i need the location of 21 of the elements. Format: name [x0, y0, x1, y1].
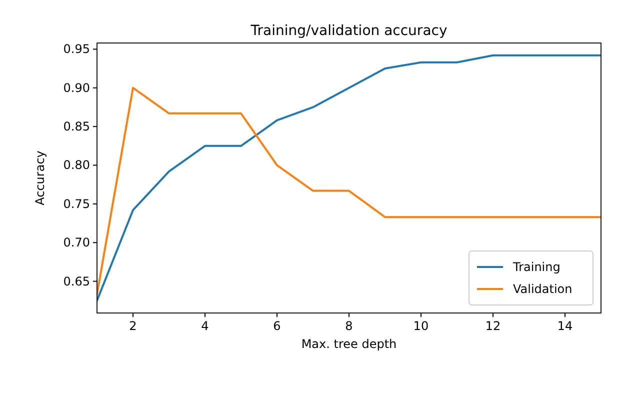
y-tick-label: 0.65: [63, 274, 90, 288]
y-tick-label: 0.70: [63, 236, 90, 250]
x-tick-label: 4: [201, 319, 209, 333]
y-tick-label: 0.75: [63, 196, 90, 211]
x-axis-title: Max. tree depth: [301, 337, 397, 351]
y-tick-label: 0.85: [63, 120, 90, 134]
chart-title: Training/validation accuracy: [250, 23, 448, 39]
line-series: [97, 54, 601, 302]
legend-label: Training: [512, 260, 560, 274]
x-tick-label: 2: [129, 319, 137, 333]
x-tick-label: 6: [273, 319, 281, 333]
y-tick-label: 0.80: [63, 158, 90, 172]
y-tick-label: 0.90: [63, 80, 90, 95]
x-tick-label: 14: [557, 319, 573, 333]
y-tick-label: 0.95: [63, 42, 90, 56]
line-series: [97, 86, 601, 296]
x-tick-label: 10: [413, 319, 429, 333]
x-tick-label: 8: [345, 319, 353, 333]
y-axis-title: Accuracy: [33, 150, 47, 206]
x-tick-label: 12: [485, 319, 501, 333]
legend-label: Validation: [513, 282, 572, 296]
